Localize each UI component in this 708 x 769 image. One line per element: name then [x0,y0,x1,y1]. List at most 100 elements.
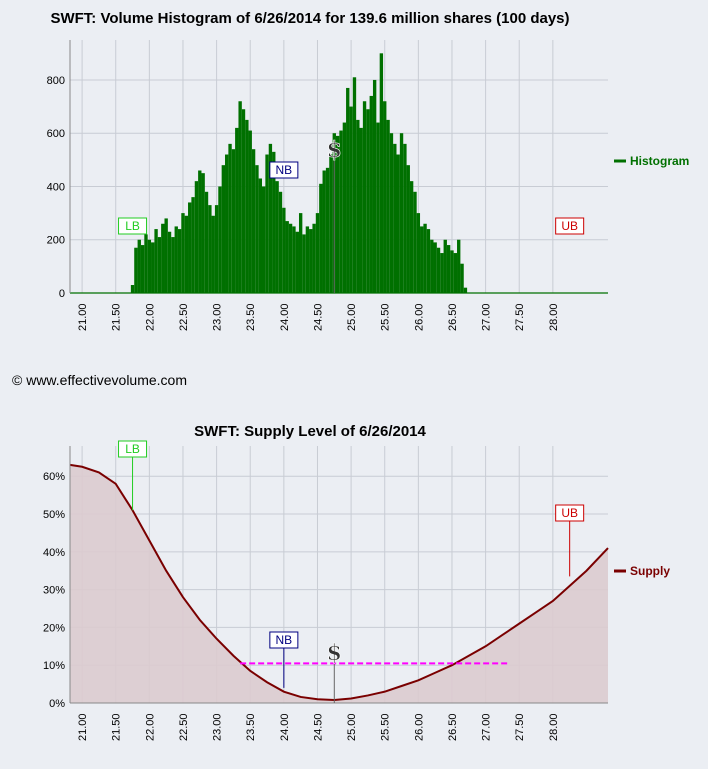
ub-marker-label-supply: UB [561,506,578,520]
x-tick-label: 21.00 [77,303,89,331]
y-tick-label: 800 [47,75,65,87]
x-tick-label: 28.00 [548,303,560,331]
histogram-bar [339,130,343,293]
x-tick-label: 24.50 [312,303,324,331]
histogram-bar [275,181,279,293]
histogram-bar [265,154,269,293]
histogram-bar [322,170,326,293]
histogram-bar [460,263,464,293]
histogram-bar [366,109,370,294]
histogram-bar [221,165,226,293]
histogram-bar [188,202,192,293]
y-tick-label: 20% [43,622,65,634]
histogram-bar [278,191,283,293]
histogram-bar [446,245,451,293]
volume-histogram-chart: 21.00 21.50 22.00 22.50 23.00 23.50 24.00 24.50… [47,40,689,331]
histogram-bar [201,173,205,293]
histogram-bar [359,127,363,293]
copyright-text: © www.effectivevolume.com [12,372,188,388]
histogram-bar [161,223,165,293]
y-tick-label: 400 [47,181,65,193]
x-tick-label: 24.00 [279,713,291,741]
histogram-bar [372,79,377,294]
histogram-bar [403,143,407,293]
y-tick-label: 0% [49,698,65,710]
x-tick-label: 27.00 [481,713,493,741]
lb-marker-label-histogram: LB [125,219,140,233]
x-tick-label: 22.50 [178,303,190,331]
histogram-bar [147,239,152,293]
histogram-bar [228,143,232,293]
histogram-bar [315,213,320,293]
histogram-bar [295,231,299,293]
histogram-bar [258,178,262,293]
histogram-bar [379,53,384,293]
supply-title: SWFT: Supply Level of 6/26/2014 [194,423,426,440]
x-tick-label: 21.00 [77,713,89,741]
histogram-bar [369,95,373,293]
histogram-bar [389,133,394,293]
histogram-bar [420,226,424,293]
histogram-legend-label: Histogram [630,154,689,168]
histogram-bar [157,237,162,293]
histogram-bar [457,239,461,293]
y-tick-label: 10% [43,660,65,672]
x-tick-label: 27.50 [514,303,526,331]
histogram-bar [238,101,242,294]
histogram-bar [288,223,293,293]
histogram-bar [396,154,400,293]
y-tick-label: 0 [59,288,65,300]
histogram-bar [440,253,444,293]
histogram-bar [463,287,468,293]
histogram-bar [349,106,353,293]
histogram-bar [399,133,404,293]
x-tick-label: 25.00 [346,713,358,741]
x-tick-label: 23.50 [245,713,257,741]
x-tick-label: 26.50 [447,713,459,741]
x-tick-label: 22.00 [144,713,156,741]
ub-marker-label-histogram: UB [561,219,578,233]
x-tick-label: 26.00 [413,713,425,741]
x-tick-label: 25.50 [380,713,392,741]
histogram-bar [285,221,289,293]
histogram-bar [416,213,421,293]
nb-marker-label-supply: NB [276,633,293,647]
histogram-bar [255,165,259,293]
histogram-bar [134,247,138,293]
histogram-bar [319,183,323,293]
histogram-bar [194,181,199,293]
histogram-bar [383,101,387,294]
lb-marker-label-supply: LB [125,442,140,456]
histogram-bar [409,181,414,293]
histogram-bar [393,143,397,293]
histogram-bar [241,109,246,294]
x-tick-label: 25.50 [380,303,392,331]
histogram-bar [453,253,458,293]
x-tick-label: 26.00 [413,303,425,331]
x-tick-label: 23.00 [212,713,224,741]
x-tick-label: 24.00 [279,303,291,331]
y-tick-label: 200 [47,235,65,247]
histogram-bar [171,237,175,293]
y-tick-label: 60% [43,471,65,483]
y-tick-label: 40% [43,547,65,559]
x-tick-label: 21.50 [111,713,123,741]
histogram-bar [436,247,441,293]
histogram-bar [167,231,172,293]
histogram-bar [362,101,367,294]
histogram-bar [164,218,168,293]
histogram-bar [305,226,310,293]
ub-marker-box-supply [555,504,585,522]
histogram-title: SWFT: Volume Histogram of 6/26/2014 for … [50,10,570,27]
histogram-bar [177,229,182,293]
histogram-bar [302,234,306,293]
dollar-marker-supply: $ [327,640,342,666]
histogram-bar [225,154,229,293]
histogram-bar [144,234,148,293]
histogram-bar [208,205,212,293]
histogram-bar [151,242,155,293]
histogram-bar [356,119,360,293]
histogram-bar [325,167,330,293]
histogram-bar [268,143,273,293]
